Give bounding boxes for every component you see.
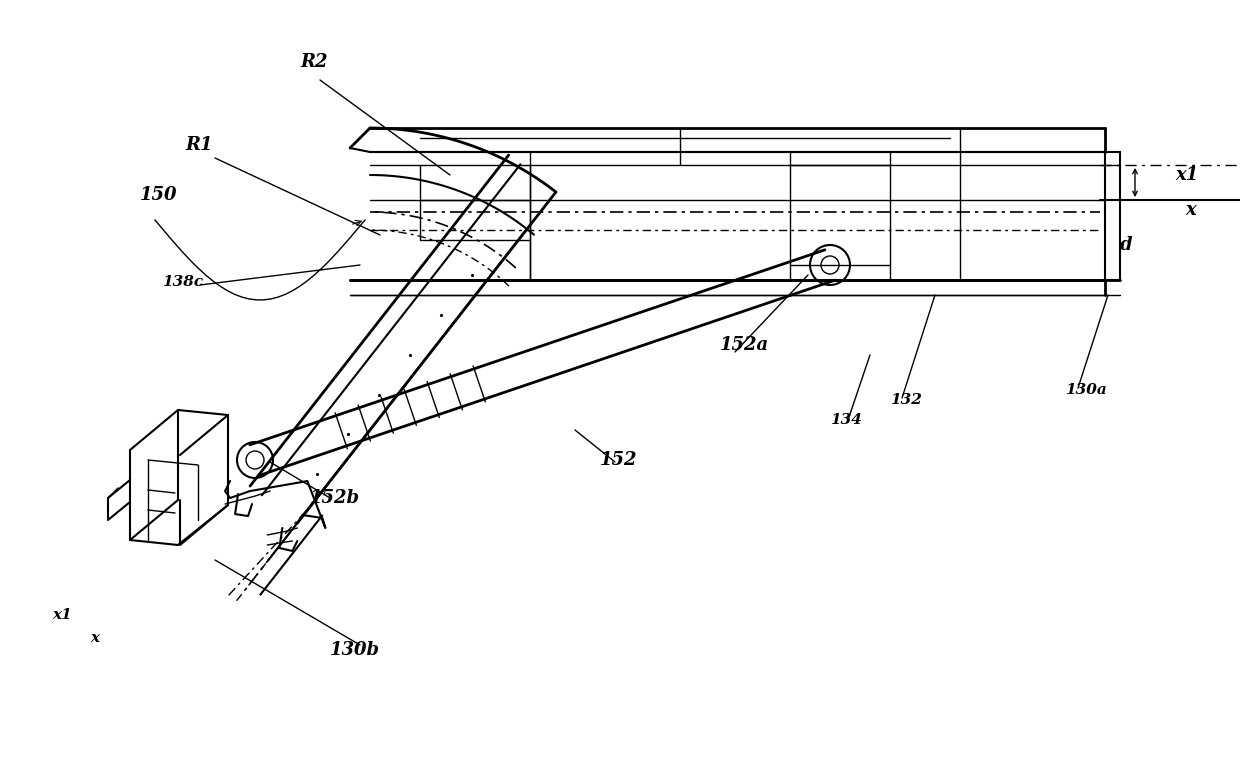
Text: 152a: 152a xyxy=(720,336,769,354)
Text: 130b: 130b xyxy=(330,641,381,659)
Text: 138c: 138c xyxy=(162,275,203,289)
Text: R1: R1 xyxy=(185,136,212,154)
Text: d: d xyxy=(1120,236,1132,254)
Text: 152: 152 xyxy=(600,451,637,469)
Text: R2: R2 xyxy=(300,53,327,71)
Text: x: x xyxy=(1185,201,1195,219)
Text: 152b: 152b xyxy=(310,489,360,507)
Text: x: x xyxy=(91,631,99,645)
Text: x1: x1 xyxy=(52,608,72,622)
Text: 150: 150 xyxy=(140,186,177,204)
Text: x1: x1 xyxy=(1176,166,1198,184)
Text: 130a: 130a xyxy=(1065,383,1107,397)
Text: 132: 132 xyxy=(890,393,921,407)
Text: 134: 134 xyxy=(830,413,862,427)
